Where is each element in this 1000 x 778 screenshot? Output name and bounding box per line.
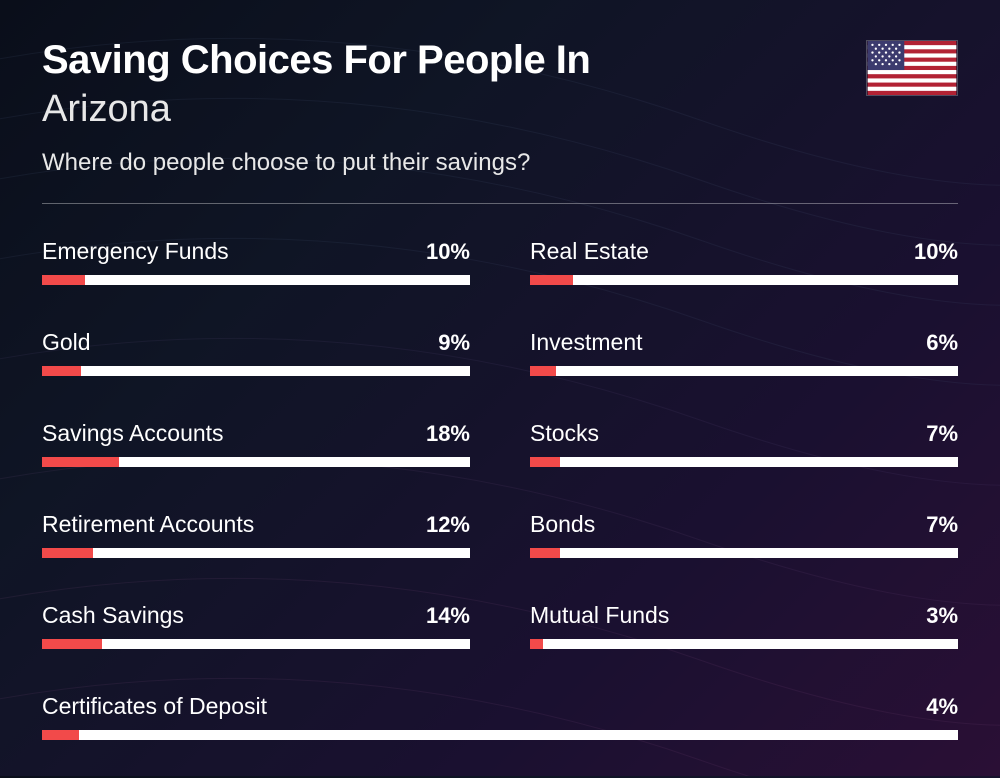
savings-item-label: Bonds	[530, 511, 595, 538]
savings-item-header: Real Estate 10%	[530, 238, 958, 265]
progress-bar-track	[530, 639, 958, 649]
progress-bar-fill	[42, 548, 93, 558]
savings-item: Cash Savings 14%	[42, 602, 470, 649]
savings-item-value: 6%	[926, 330, 958, 356]
savings-item-header: Savings Accounts 18%	[42, 420, 470, 447]
savings-item-label: Savings Accounts	[42, 420, 224, 447]
savings-item-value: 9%	[438, 330, 470, 356]
savings-item-value: 12%	[426, 512, 470, 538]
savings-item: Bonds 7%	[530, 511, 958, 558]
savings-item-label: Emergency Funds	[42, 238, 229, 265]
progress-bar-fill	[530, 275, 573, 285]
progress-bar-track	[530, 366, 958, 376]
progress-bar-track	[42, 548, 470, 558]
savings-item-header: Investment 6%	[530, 329, 958, 356]
savings-item-value: 18%	[426, 421, 470, 447]
savings-item-value: 14%	[426, 603, 470, 629]
savings-item-label: Certificates of Deposit	[42, 693, 267, 720]
location-name: Arizona	[42, 88, 958, 131]
savings-grid: Emergency Funds 10% Real Estate 10% Gold 9% In…	[42, 238, 958, 740]
savings-item-header: Certificates of Deposit 4%	[42, 693, 958, 720]
progress-bar-track	[42, 730, 958, 740]
savings-item-label: Stocks	[530, 420, 599, 447]
progress-bar-track	[530, 457, 958, 467]
progress-bar-fill	[530, 639, 543, 649]
savings-item: Savings Accounts 18%	[42, 420, 470, 467]
progress-bar-fill	[42, 730, 79, 740]
progress-bar-fill	[42, 275, 85, 285]
savings-item-value: 10%	[914, 239, 958, 265]
savings-item-header: Emergency Funds 10%	[42, 238, 470, 265]
savings-item-value: 3%	[926, 603, 958, 629]
us-flag-icon	[866, 40, 958, 96]
savings-item-label: Real Estate	[530, 238, 649, 265]
progress-bar-track	[42, 457, 470, 467]
savings-item-value: 7%	[926, 512, 958, 538]
savings-item-label: Cash Savings	[42, 602, 184, 629]
savings-item-header: Mutual Funds 3%	[530, 602, 958, 629]
progress-bar-fill	[42, 366, 81, 376]
savings-item-header: Bonds 7%	[530, 511, 958, 538]
savings-item: Emergency Funds 10%	[42, 238, 470, 285]
savings-item-label: Retirement Accounts	[42, 511, 254, 538]
progress-bar-track	[42, 275, 470, 285]
savings-item: Gold 9%	[42, 329, 470, 376]
savings-item-label: Investment	[530, 329, 643, 356]
progress-bar-track	[42, 639, 470, 649]
savings-item: Real Estate 10%	[530, 238, 958, 285]
savings-item-label: Mutual Funds	[530, 602, 669, 629]
savings-item-header: Retirement Accounts 12%	[42, 511, 470, 538]
savings-item: Retirement Accounts 12%	[42, 511, 470, 558]
savings-item-header: Stocks 7%	[530, 420, 958, 447]
progress-bar-track	[530, 548, 958, 558]
savings-item: Mutual Funds 3%	[530, 602, 958, 649]
savings-item-value: 7%	[926, 421, 958, 447]
subtitle: Where do people choose to put their savi…	[42, 149, 958, 177]
page-title: Saving Choices For People In	[42, 38, 958, 82]
progress-bar-track	[530, 275, 958, 285]
progress-bar-fill	[42, 457, 119, 467]
progress-bar-fill	[42, 639, 102, 649]
savings-item-value: 4%	[926, 694, 958, 720]
header: Saving Choices For People In Arizona Whe…	[42, 38, 958, 177]
progress-bar-track	[42, 366, 470, 376]
progress-bar-fill	[530, 366, 556, 376]
header-divider	[42, 203, 958, 204]
savings-item-label: Gold	[42, 329, 91, 356]
savings-item-value: 10%	[426, 239, 470, 265]
savings-item: Investment 6%	[530, 329, 958, 376]
savings-item-header: Gold 9%	[42, 329, 470, 356]
savings-item: Stocks 7%	[530, 420, 958, 467]
progress-bar-fill	[530, 548, 560, 558]
progress-bar-fill	[530, 457, 560, 467]
savings-item: Certificates of Deposit 4%	[42, 693, 958, 740]
savings-item-header: Cash Savings 14%	[42, 602, 470, 629]
